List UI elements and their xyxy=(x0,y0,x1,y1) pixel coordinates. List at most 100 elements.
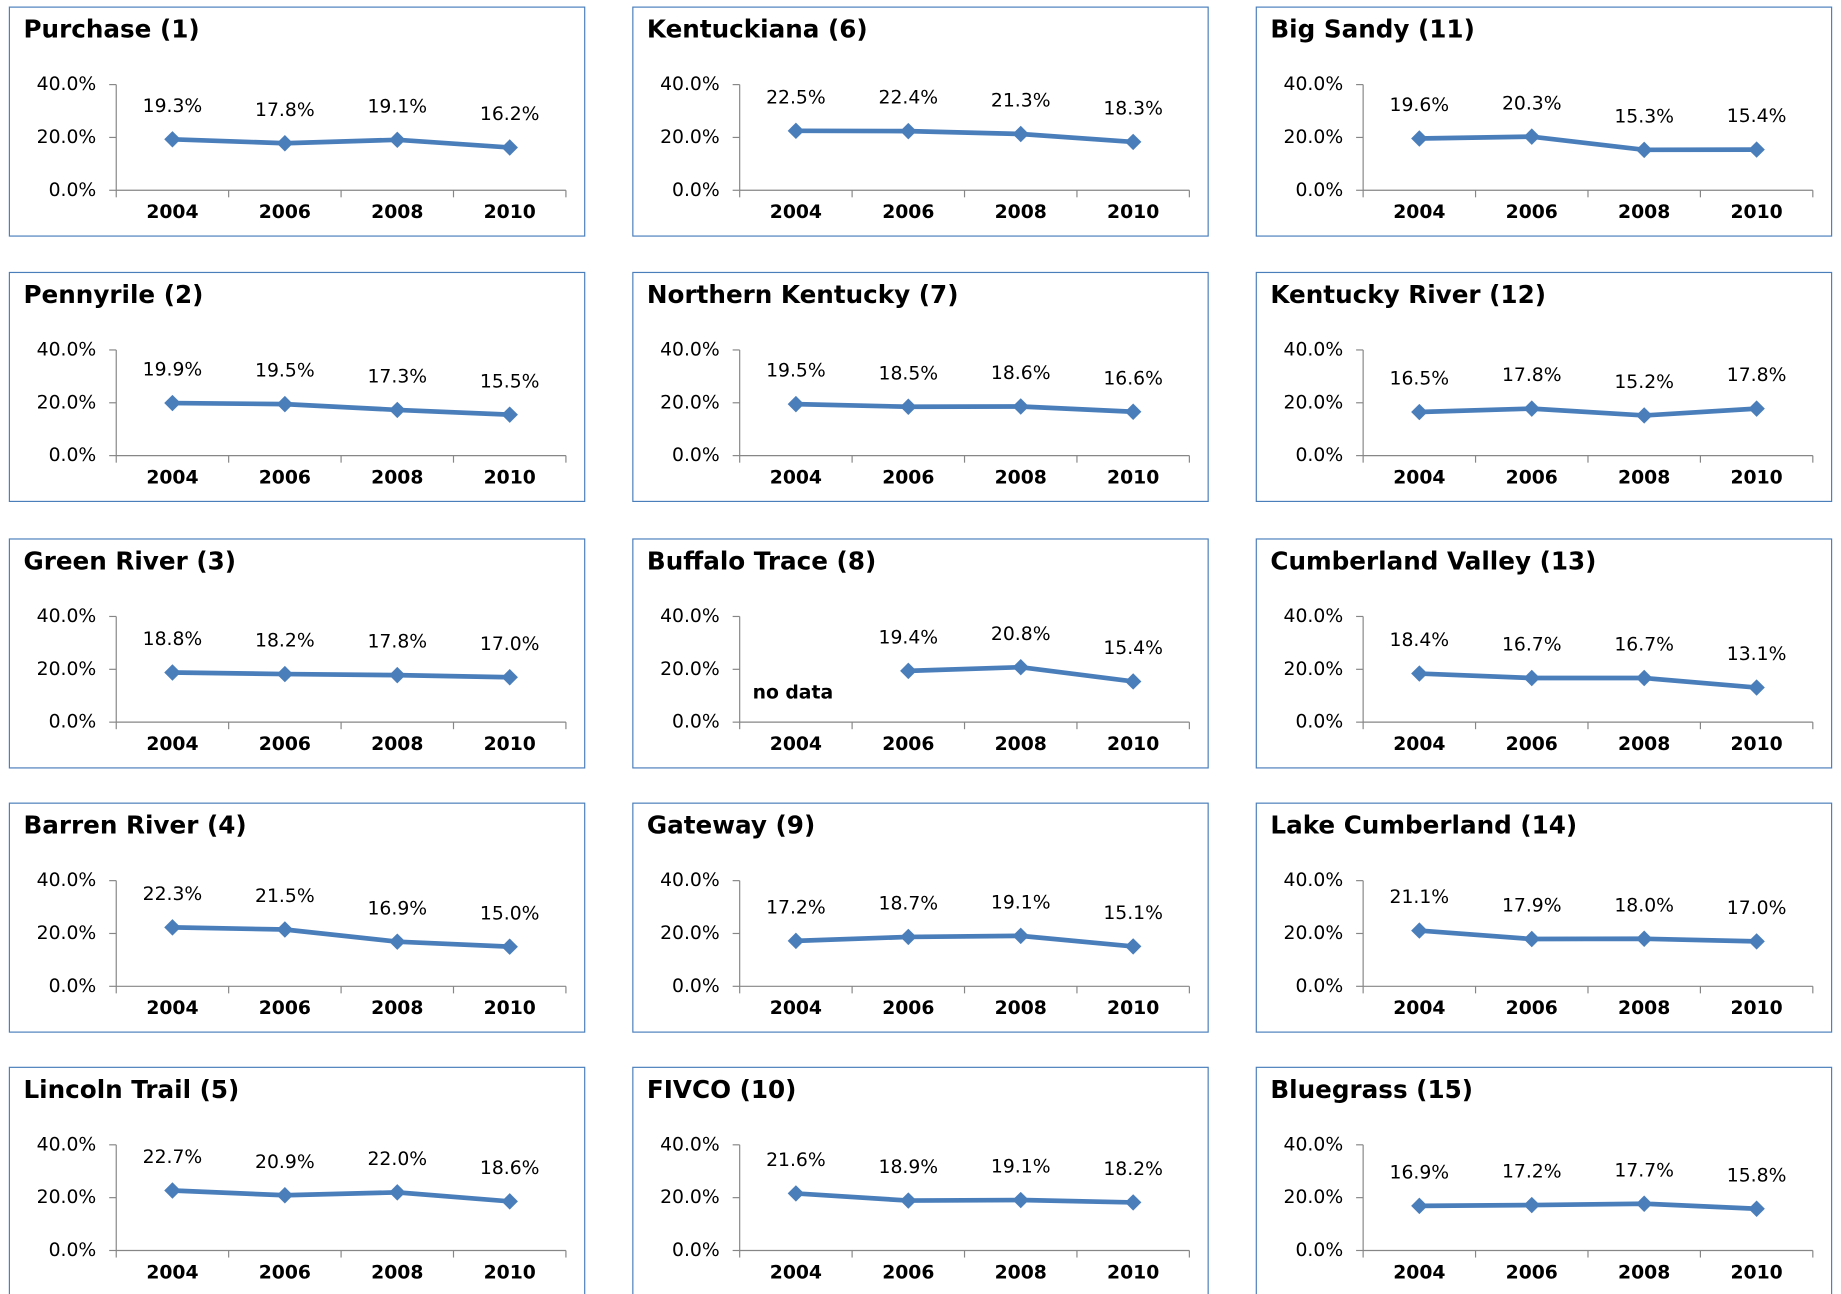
y-tick-label: 40.0% xyxy=(37,870,97,891)
y-tick-label: 40.0% xyxy=(37,1134,97,1155)
y-tick-label: 0.0% xyxy=(49,180,97,201)
data-label: 16.2% xyxy=(480,104,540,125)
marker xyxy=(1748,933,1765,950)
y-tick-label: 0.0% xyxy=(49,1240,97,1261)
marker xyxy=(787,395,805,413)
panel-border xyxy=(632,1066,1209,1294)
series-line xyxy=(1419,1201,1757,1212)
y-tick-label: 40.0% xyxy=(37,74,97,95)
series-line xyxy=(172,670,510,680)
marker xyxy=(900,928,917,946)
data-label: 17.3% xyxy=(367,367,427,388)
marker xyxy=(1124,673,1142,690)
data-label: 18.5% xyxy=(879,363,939,384)
x-tick-label: 2006 xyxy=(1506,467,1558,488)
y-tick-label: 20.0% xyxy=(37,1187,97,1208)
x-tick-label: 2004 xyxy=(770,734,822,755)
x-tick-label: 2010 xyxy=(1730,1262,1782,1283)
y-tick-label: 20.0% xyxy=(660,659,720,680)
marker xyxy=(1012,125,1029,143)
marker xyxy=(900,398,917,415)
marker xyxy=(1012,927,1029,945)
x-tick-label: 2004 xyxy=(1393,202,1445,223)
y-tick-label: 20.0% xyxy=(1284,127,1344,148)
x-tick-label: 2010 xyxy=(1730,734,1782,755)
data-label: 21.1% xyxy=(1390,887,1450,908)
x-tick-label: 2004 xyxy=(770,467,822,488)
marker xyxy=(1411,665,1428,682)
data-label: 20.9% xyxy=(255,1152,315,1173)
marker xyxy=(1411,130,1428,147)
panel-border xyxy=(8,6,586,237)
data-label: 17.8% xyxy=(1502,365,1562,386)
y-tick-label: 0.0% xyxy=(672,712,720,733)
marker xyxy=(1635,1195,1653,1212)
data-label: 22.7% xyxy=(143,1147,203,1168)
x-tick-label: 2006 xyxy=(1506,734,1558,755)
marker xyxy=(389,131,406,149)
marker xyxy=(1523,930,1540,948)
marker xyxy=(389,1184,406,1201)
marker xyxy=(501,938,518,955)
y-tick-label: 0.0% xyxy=(672,445,720,466)
chart-title: Lake Cumberland (14) xyxy=(1270,811,1577,840)
y-tick-label: 20.0% xyxy=(660,392,720,413)
data-label: 19.3% xyxy=(143,96,203,117)
chart-title: Bluegrass (15) xyxy=(1270,1075,1473,1104)
x-tick-label: 2010 xyxy=(1730,467,1782,488)
y-tick-label: 0.0% xyxy=(1295,1240,1343,1261)
x-tick-label: 2004 xyxy=(770,998,822,1019)
data-label: 22.4% xyxy=(879,88,939,109)
data-label: 16.9% xyxy=(367,898,427,919)
series-line xyxy=(172,925,510,950)
y-tick-label: 20.0% xyxy=(660,127,720,148)
data-label: 21.6% xyxy=(766,1150,826,1171)
x-tick-label: 2004 xyxy=(1393,734,1445,755)
data-label: 15.1% xyxy=(1103,903,1163,924)
chart-panel: Purchase (1) 0.0% 20.0% 40.0% 2004 2006 2008 20… xyxy=(8,6,586,237)
panel-border xyxy=(1255,6,1833,237)
marker xyxy=(1748,1200,1765,1217)
data-label: 18.2% xyxy=(255,631,315,652)
data-label: 15.4% xyxy=(1727,106,1787,127)
x-tick-label: 2008 xyxy=(371,467,423,488)
data-label: 15.8% xyxy=(1727,1165,1787,1186)
data-label: 19.5% xyxy=(766,361,826,382)
data-label: 17.7% xyxy=(1614,1160,1674,1181)
x-tick-label: 2006 xyxy=(882,202,934,223)
x-tick-label: 2004 xyxy=(1393,998,1445,1019)
x-tick-label: 2010 xyxy=(1107,1262,1159,1283)
marker xyxy=(1411,1197,1428,1215)
x-tick-label: 2008 xyxy=(1618,467,1670,488)
x-tick-label: 2008 xyxy=(1618,1262,1670,1283)
panel-border xyxy=(632,271,1209,502)
data-label: 13.1% xyxy=(1727,644,1787,665)
panel-border xyxy=(1255,1066,1833,1294)
marker xyxy=(389,666,406,684)
y-tick-label: 0.0% xyxy=(672,1240,720,1261)
chart-panel: Cumberland Valley (13) 0.0% 20.0% 40.0% 2004… xyxy=(1255,538,1833,769)
marker xyxy=(1635,930,1653,947)
marker xyxy=(276,135,294,152)
x-tick-label: 2010 xyxy=(1107,467,1159,488)
y-tick-label: 40.0% xyxy=(660,606,720,627)
series-line xyxy=(172,1188,510,1204)
data-label: 17.2% xyxy=(766,898,826,919)
y-tick-label: 40.0% xyxy=(37,606,97,627)
data-label: 15.2% xyxy=(1614,372,1674,393)
y-tick-label: 0.0% xyxy=(1295,180,1343,201)
data-label: 22.0% xyxy=(367,1149,427,1170)
x-tick-label: 2008 xyxy=(995,734,1047,755)
x-tick-label: 2010 xyxy=(1730,202,1782,223)
x-tick-label: 2004 xyxy=(146,998,198,1019)
data-label: 16.7% xyxy=(1614,635,1674,656)
chart-title: Kentuckiana (6) xyxy=(647,15,868,44)
data-label: 18.4% xyxy=(1390,630,1450,651)
y-tick-label: 40.0% xyxy=(660,870,720,891)
x-tick-label: 2004 xyxy=(1393,467,1445,488)
y-tick-label: 40.0% xyxy=(1284,606,1344,627)
series-line xyxy=(1419,406,1757,418)
data-label: 21.5% xyxy=(255,886,315,907)
x-tick-label: 2006 xyxy=(1506,1262,1558,1283)
y-tick-label: 40.0% xyxy=(660,74,720,95)
